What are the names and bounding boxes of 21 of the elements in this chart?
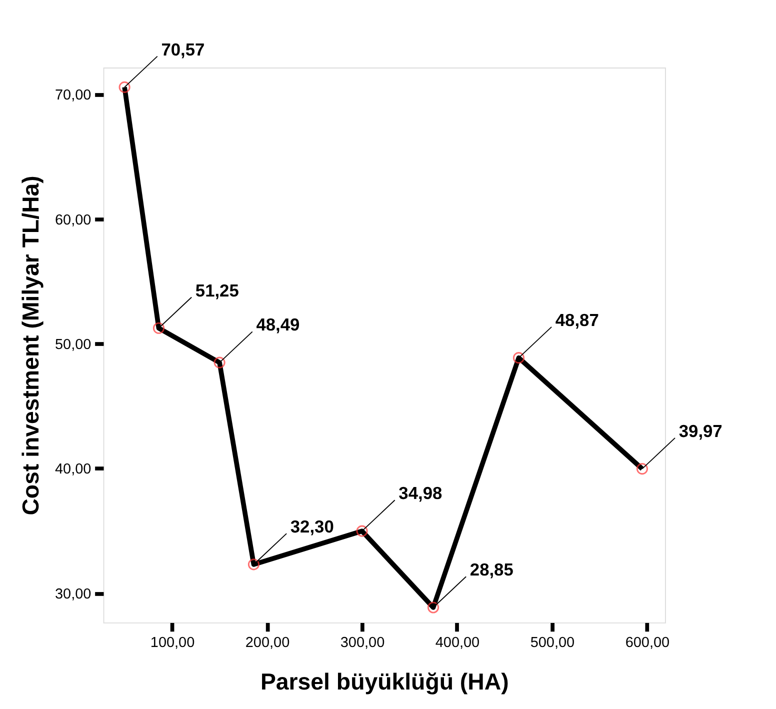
x-tick-label: 400,00 xyxy=(435,635,480,652)
x-tick-label: 100,00 xyxy=(150,635,195,652)
x-tick-label: 500,00 xyxy=(530,635,575,652)
x-tick-label: 300,00 xyxy=(340,635,385,652)
y-tick-label: 60,00 xyxy=(54,212,92,228)
y-tick-label: 70,00 xyxy=(54,88,92,104)
data-label: 48,87 xyxy=(555,310,599,330)
y-tick-label: 30,00 xyxy=(54,586,92,602)
x-tick-label: 200,00 xyxy=(245,635,290,652)
x-tick-label: 600,00 xyxy=(625,635,670,652)
data-label: 70,57 xyxy=(161,39,205,60)
y-axis-title: Cost investment (Milyar TL/Ha) xyxy=(18,176,44,516)
data-label: 39,97 xyxy=(678,420,722,441)
data-label: 48,49 xyxy=(256,314,300,335)
data-label: 51,25 xyxy=(195,280,240,300)
y-tick-label: 50,00 xyxy=(54,337,92,354)
data-label: 28,85 xyxy=(470,560,514,580)
data-label: 34,98 xyxy=(398,483,442,504)
data-label: 32,30 xyxy=(290,516,334,537)
x-axis-title: Parsel büyüklüğü (HA) xyxy=(260,668,509,695)
y-tick-label: 40,00 xyxy=(54,462,92,478)
